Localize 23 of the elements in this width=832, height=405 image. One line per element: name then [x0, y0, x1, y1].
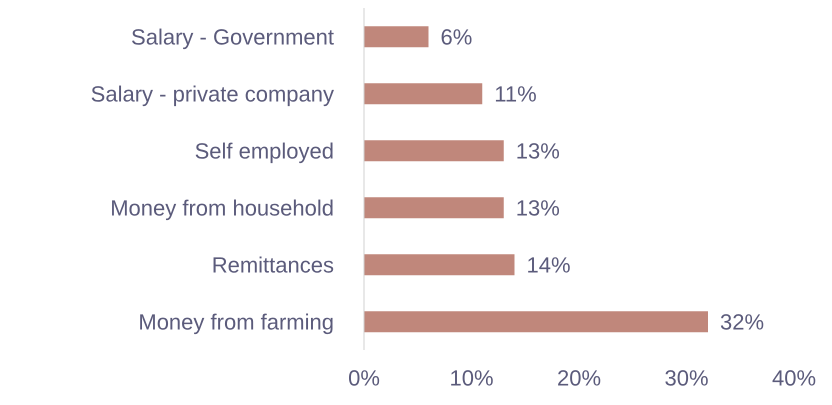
bar: [364, 140, 504, 162]
data-label: 32%: [720, 310, 764, 335]
x-tick-label: 0%: [348, 366, 380, 391]
y-tick-label: Money from household: [110, 195, 334, 220]
data-label: 13%: [516, 196, 560, 221]
y-tick-label: Salary - private company: [90, 81, 334, 106]
y-tick-label: Remittances: [212, 252, 334, 278]
x-tick-label: 40%: [772, 366, 816, 391]
y-tick-label: Self employed: [194, 138, 334, 164]
data-label: 13%: [516, 138, 560, 164]
data-label: 6%: [440, 24, 472, 50]
data-label: 11%: [494, 82, 537, 107]
bar: [364, 26, 428, 48]
x-tick-label: 20%: [556, 366, 602, 391]
bar: [364, 83, 482, 104]
y-tick-label: Money from farming: [138, 309, 334, 334]
data-label: 14%: [526, 252, 571, 278]
x-tick-label: 10%: [449, 366, 494, 391]
y-tick-label: Salary - Government: [131, 24, 334, 50]
bar: [364, 254, 514, 276]
bar: [364, 311, 708, 332]
bar: [364, 197, 504, 218]
x-tick-label: 30%: [664, 366, 709, 391]
